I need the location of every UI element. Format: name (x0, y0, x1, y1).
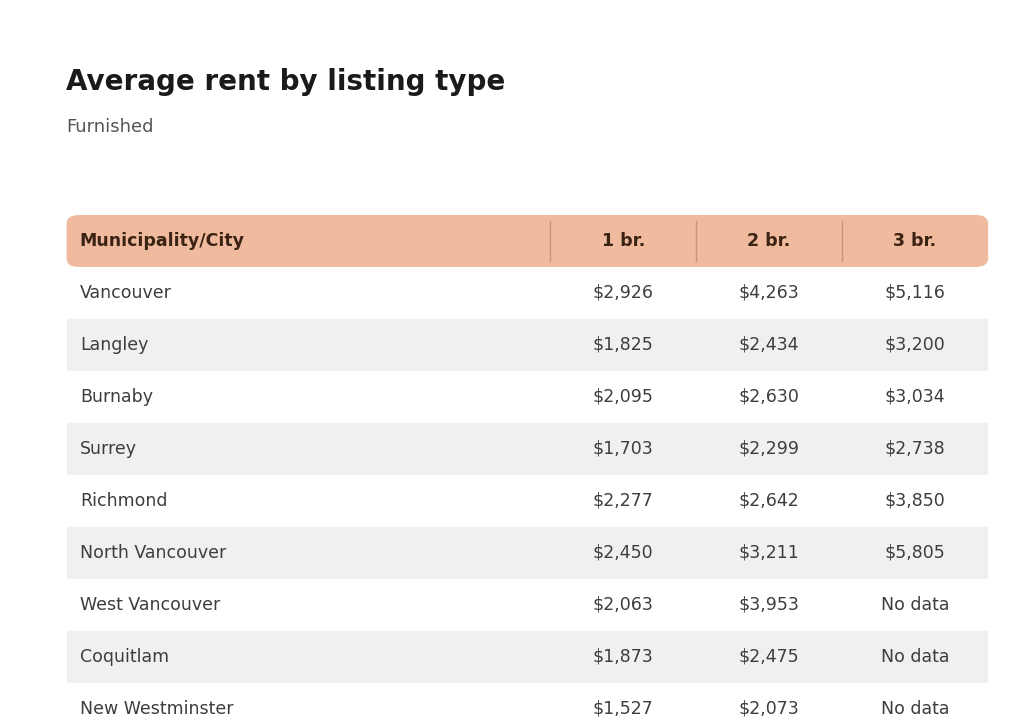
Text: Vancouver: Vancouver (80, 284, 172, 302)
Text: Municipality/City: Municipality/City (80, 232, 245, 250)
Text: $2,738: $2,738 (885, 440, 945, 458)
Text: $3,211: $3,211 (738, 544, 799, 562)
Text: $1,703: $1,703 (593, 440, 653, 458)
Text: $2,475: $2,475 (738, 648, 799, 666)
Text: No data: No data (881, 700, 949, 718)
Text: Furnished: Furnished (66, 118, 154, 136)
Text: $2,630: $2,630 (738, 388, 800, 406)
Text: Langley: Langley (80, 336, 148, 354)
Text: $3,953: $3,953 (738, 596, 800, 614)
Text: $2,642: $2,642 (738, 492, 799, 510)
Text: $2,434: $2,434 (738, 336, 799, 354)
Text: $2,450: $2,450 (593, 544, 653, 562)
Text: 1 br.: 1 br. (601, 232, 645, 250)
Text: $4,263: $4,263 (738, 284, 799, 302)
Text: $3,034: $3,034 (885, 388, 945, 406)
Text: 3 br.: 3 br. (893, 232, 937, 250)
Text: North Vancouver: North Vancouver (80, 544, 226, 562)
Text: Richmond: Richmond (80, 492, 167, 510)
Text: $2,063: $2,063 (593, 596, 653, 614)
Text: Coquitlam: Coquitlam (80, 648, 169, 666)
Text: Surrey: Surrey (80, 440, 137, 458)
Text: $3,200: $3,200 (885, 336, 945, 354)
Text: Burnaby: Burnaby (80, 388, 153, 406)
Text: $1,825: $1,825 (593, 336, 653, 354)
Text: No data: No data (881, 596, 949, 614)
Text: $5,116: $5,116 (885, 284, 945, 302)
Text: $3,850: $3,850 (885, 492, 945, 510)
Text: $2,299: $2,299 (738, 440, 800, 458)
Text: 2 br.: 2 br. (748, 232, 791, 250)
Text: $2,277: $2,277 (593, 492, 653, 510)
Text: $2,073: $2,073 (738, 700, 799, 718)
Text: New Westminster: New Westminster (80, 700, 233, 718)
Text: West Vancouver: West Vancouver (80, 596, 220, 614)
Text: $2,926: $2,926 (593, 284, 653, 302)
Text: $1,527: $1,527 (593, 700, 653, 718)
Text: Average rent by listing type: Average rent by listing type (66, 68, 505, 96)
Text: $1,873: $1,873 (593, 648, 653, 666)
Text: No data: No data (881, 648, 949, 666)
Text: $5,805: $5,805 (885, 544, 945, 562)
Text: $2,095: $2,095 (593, 388, 653, 406)
